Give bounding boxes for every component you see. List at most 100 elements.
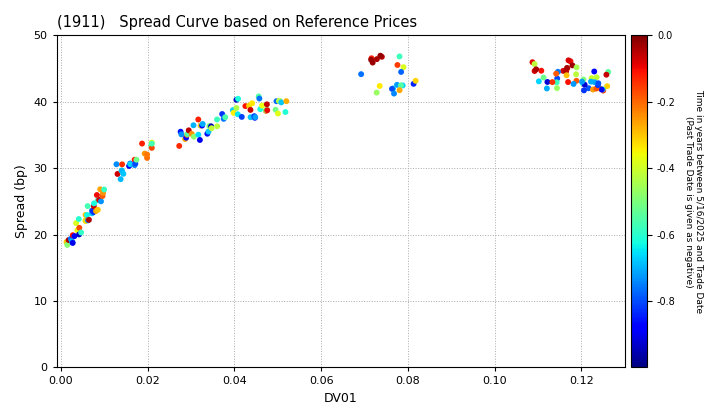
Point (546, 79, 558, 85)
Point (88, 209, 99, 215)
Point (583, 85, 595, 92)
Point (174, 142, 185, 149)
Point (596, 86, 608, 93)
Point (577, 76, 589, 83)
Point (374, 83, 385, 89)
Point (386, 86, 397, 92)
Point (230, 97, 242, 103)
Point (131, 156, 143, 163)
Point (261, 107, 273, 114)
Point (88, 203, 99, 210)
Point (181, 134, 192, 141)
Point (146, 139, 158, 146)
Point (67, 239, 78, 246)
Point (536, 67, 547, 74)
Point (95, 198, 107, 205)
Point (561, 72, 572, 79)
Point (281, 98, 292, 105)
Point (590, 85, 602, 92)
Point (125, 161, 136, 168)
Point (194, 122, 206, 129)
Point (249, 114, 261, 121)
Point (562, 65, 573, 71)
Point (99, 186, 110, 193)
Point (576, 78, 588, 85)
Point (71, 227, 83, 234)
Point (564, 58, 576, 65)
Point (550, 70, 562, 77)
Point (371, 89, 382, 96)
Point (571, 77, 582, 84)
X-axis label: DV01: DV01 (324, 392, 358, 405)
Point (588, 68, 600, 75)
Point (188, 133, 199, 140)
Point (591, 74, 603, 81)
Point (397, 64, 409, 71)
Point (94, 186, 106, 193)
Point (541, 79, 553, 85)
Point (146, 144, 158, 151)
Point (97, 189, 109, 196)
Point (533, 78, 544, 85)
Point (141, 151, 153, 158)
Point (232, 111, 243, 118)
Point (601, 83, 613, 89)
Point (112, 171, 123, 177)
Point (562, 65, 573, 72)
Point (236, 113, 248, 120)
Point (394, 87, 405, 94)
Point (80, 218, 91, 224)
Point (179, 136, 191, 142)
Point (246, 100, 258, 107)
Point (552, 68, 564, 75)
Point (365, 56, 377, 63)
Point (395, 68, 407, 75)
Point (586, 75, 598, 81)
Point (82, 217, 94, 224)
Point (588, 86, 599, 93)
Point (175, 129, 186, 135)
Point (197, 121, 209, 127)
Point (598, 87, 609, 94)
Point (356, 71, 367, 78)
Point (557, 68, 569, 74)
Point (408, 81, 419, 87)
Point (603, 68, 614, 75)
Point (577, 80, 588, 87)
Point (568, 81, 580, 87)
Point (66, 238, 78, 245)
Point (63, 237, 74, 244)
Point (248, 113, 260, 120)
Point (212, 123, 223, 130)
Point (125, 160, 136, 167)
Point (529, 68, 541, 74)
Point (567, 62, 578, 69)
Point (541, 85, 553, 92)
Point (115, 176, 127, 183)
Point (585, 78, 597, 85)
Point (86, 207, 98, 214)
Point (67, 239, 78, 246)
Point (562, 79, 574, 85)
Point (111, 161, 122, 168)
Point (181, 131, 193, 137)
Point (181, 131, 193, 138)
Point (552, 75, 563, 82)
Point (228, 110, 239, 116)
Point (196, 122, 207, 129)
Point (597, 86, 608, 93)
Point (116, 167, 127, 174)
Point (367, 59, 379, 66)
Point (538, 74, 549, 81)
Point (89, 200, 100, 207)
Point (129, 156, 140, 163)
Point (220, 114, 231, 121)
Point (117, 161, 128, 168)
Point (80, 217, 91, 224)
Point (96, 193, 108, 199)
Point (188, 122, 199, 129)
Point (92, 197, 104, 204)
Point (73, 224, 85, 231)
Point (261, 101, 273, 108)
Point (271, 98, 282, 105)
